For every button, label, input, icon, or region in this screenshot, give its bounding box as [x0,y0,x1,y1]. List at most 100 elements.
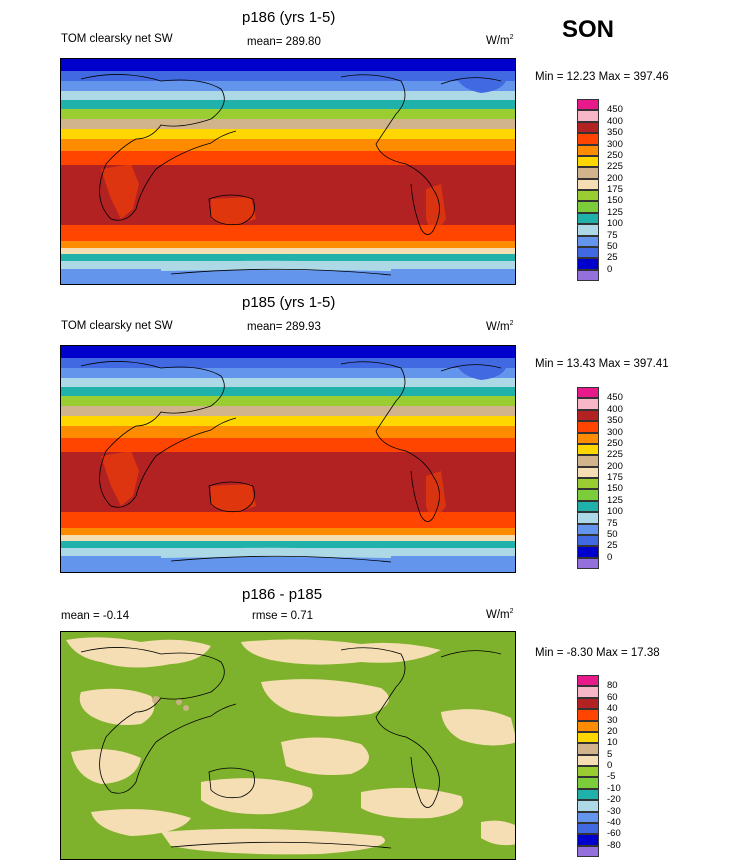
panel3-minmax: Min = -8.30 Max = 17.38 [535,647,660,659]
panel2-colorbar-tick-label: 100 [607,506,623,518]
panel3-colorbar-tick-label: 30 [607,714,618,726]
panel2-units: W/m2 [486,320,514,333]
panel1-colorbar-swatch [577,133,599,145]
panel1-colorbar-tick-label: 350 [607,127,623,139]
panel2-colorbar: 450 400 350 300 250 225 200 175 150 125 100 75 50 25 0 [577,387,623,569]
panel2-colorbar-swatch [577,443,599,456]
panel2-colorbar-tick-label: 25 [607,540,618,552]
panel2-colorbar-tick-label: 150 [607,483,623,495]
panel3-colorbar-swatch [577,811,599,823]
panel2-mean-label: mean= 289.93 [247,321,321,333]
panel1-variable-label: TOM clearsky net SW [61,33,173,45]
panel2-colorbar-tick-label: 225 [607,449,623,461]
panel1-colorbar-tick-label: 175 [607,184,623,195]
panel3-colorbar-tick-label: 10 [607,737,618,749]
panel1-colorbar-swatch [577,167,599,179]
panel3-colorbar-tick-label: -30 [607,805,621,817]
panel3-mean-label: mean = -0.14 [61,610,130,622]
panel3-colorbar-tick-label: 5 [607,748,613,760]
panel1-title: p186 (yrs 1-5) [242,9,336,26]
panel1-colorbar-swatch [577,110,599,122]
panel2-map [60,345,516,573]
panel1-colorbar-tick-label: 25 [607,252,618,264]
panel2-colorbar-swatch [577,421,599,433]
panel3-colorbar-tick-label: -5 [607,771,616,783]
panel3-colorbar-swatch [577,834,599,846]
panel1-colorbar-tick-label: 200 [607,172,623,184]
season-label: SON [562,16,615,43]
panel2-colorbar-tick-label: 0 [607,551,613,563]
panel3-colorbar-tick-label: -80 [607,839,621,851]
panel2-colorbar-swatch [577,557,599,569]
panel2-colorbar-swatch [577,387,599,399]
panel1-colorbar-swatch [577,212,599,225]
panel2-colorbar-swatch [577,512,599,524]
panel1-colorbar-tick-label: 0 [607,263,613,275]
panel3-colorbar-tick-label: -20 [607,794,621,806]
panel1-mean-label: mean= 289.80 [247,36,321,48]
panel1-colorbar-tick-label: 100 [607,218,623,230]
panel3-rmse-label: rmse = 0.71 [252,610,314,622]
panel3-colorbar-tick-label: -10 [607,782,621,794]
panel1-colorbar-swatch [577,155,599,168]
panel2-colorbar-swatch [577,534,599,547]
panel3-colorbar-tick-label: 80 [607,680,618,692]
panel2-colorbar-swatch [577,455,599,467]
panel2-colorbar-tick-label: 200 [607,460,623,472]
panel1-colorbar-tick-label: 50 [607,240,618,252]
panel1-colorbar-swatch [577,190,599,202]
panel1-colorbar-tick-label: 300 [607,138,623,150]
panel3-map-plot [61,632,515,859]
panel1-colorbar-tick-label: 450 [607,104,623,116]
panel2-variable-label: TOM clearsky net SW [61,320,173,332]
panel1-colorbar: 450 400 350 300 250 225 200 175 150 125 100 75 50 25 0 [577,99,623,281]
panel3-colorbar-tick-label: 40 [607,703,618,715]
panel1-colorbar-swatch [577,144,599,156]
panel1-colorbar-swatch [577,224,599,236]
panel1-colorbar-swatch [577,269,599,281]
panel2-colorbar-tick-label: 450 [607,392,623,404]
panel3-colorbar-swatch [577,788,599,801]
panel2-minmax: Min = 13.43 Max = 397.41 [535,358,669,370]
panel2-colorbar-swatch [577,546,599,558]
panel3-colorbar-swatch [577,731,599,744]
panel2-colorbar-tick-label: 175 [607,472,623,483]
panel3-title: p186 - p185 [242,586,323,603]
panel3-colorbar-swatch [577,822,599,835]
panel2-colorbar-swatch [577,523,599,535]
panel2-colorbar-swatch [577,489,599,501]
panel1-colorbar-swatch [577,201,599,213]
panel1-colorbar-tick-label: 150 [607,195,623,207]
panel3-colorbar-swatch [577,686,599,698]
panel1-colorbar-swatch [577,121,599,134]
panel3-colorbar-tick-label: -40 [607,816,621,828]
panel3-units: W/m2 [486,608,514,621]
panel2-colorbar-swatch [577,398,599,410]
panel3-colorbar-swatch [577,709,599,721]
panel2-colorbar-tick-label: 125 [607,494,623,506]
panel2-colorbar-swatch [577,500,599,513]
panel3-colorbar-swatch [577,766,599,778]
panel3-colorbar-swatch [577,697,599,710]
panel1-colorbar-swatch [577,258,599,270]
panel3-colorbar-swatch [577,743,599,755]
panel3-map [60,631,516,860]
panel2-colorbar-tick-label: 300 [607,426,623,438]
panel3-colorbar-swatch [577,754,599,766]
panel3-colorbar-swatch [577,845,599,857]
panel1-colorbar-tick-label: 75 [607,229,618,241]
panel1-colorbar-tick-label: 125 [607,206,623,218]
panel1-colorbar-tick-label: 225 [607,161,623,173]
panel2-map-plot [61,346,515,572]
panel2-colorbar-swatch [577,432,599,444]
panel1-colorbar-swatch [577,235,599,247]
panel3-colorbar-tick-label: 20 [607,725,618,737]
panel2-colorbar-tick-label: 50 [607,528,618,540]
panel1-colorbar-tick-label: 250 [607,149,623,161]
panel3-colorbar-tick-label: 60 [607,691,618,703]
panel1-map-plot [61,59,515,284]
panel1-colorbar-swatch [577,246,599,259]
panel3-colorbar-swatch [577,800,599,812]
panel2-colorbar-tick-label: 250 [607,437,623,449]
panel3-colorbar-tick-label: 0 [607,760,613,771]
